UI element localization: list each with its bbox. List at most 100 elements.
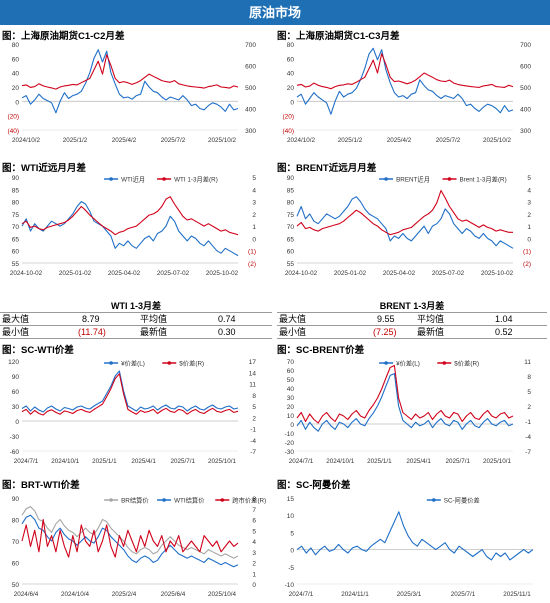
y-tick-label: (40) xyxy=(282,128,294,135)
legend-marker xyxy=(109,177,113,181)
y2-tick-label: 5 xyxy=(252,404,256,411)
chart-sc-brent-spread: 70 60 50 40 30 20 10 0 -10 -20 -30 11 8 5 2 -1 -4 -7 2024/… xyxy=(285,359,532,466)
legend-marker xyxy=(109,361,113,365)
chart-c1-c3-spread: 80 60 40 20 0 (20) (40) 700 600 500 400 300 2024/10/… xyxy=(282,42,531,144)
y-tick-label: 10 xyxy=(287,513,295,520)
y2-tick-label: -4 xyxy=(250,438,256,445)
stats-wti-row-2: 最小值 (11.74) 最新值 0.30 xyxy=(0,326,272,339)
y2-tick-label: 11 xyxy=(249,382,256,389)
x-tick-label: 2025-10-02 xyxy=(481,270,514,277)
y-tick-label: 30 xyxy=(287,395,295,402)
y-tick-label: 40 xyxy=(12,71,20,78)
x-tick-label: 2025/10/1 xyxy=(483,458,512,465)
y-tick-label: 40 xyxy=(287,71,295,78)
y-tick-label: 5 xyxy=(290,530,294,537)
max-label: 最大值 xyxy=(279,314,307,324)
x-tick-label: 2025/10/4 xyxy=(208,591,237,598)
y2-tick-label: 6 xyxy=(252,518,256,525)
stats-wti-row-1: 最大值 8.79 平均值 0.74 xyxy=(0,313,272,326)
y2-tick-label: 2 xyxy=(252,212,256,219)
series-line-SC-阿曼价差 xyxy=(296,511,534,561)
y-tick-label: (20) xyxy=(282,114,294,121)
y-tick-label: -60 xyxy=(10,449,20,456)
legend-marker xyxy=(109,498,113,502)
y-tick-label: 30 xyxy=(12,404,20,411)
y-tick-label: -20 xyxy=(285,440,295,447)
y-tick-label: 60 xyxy=(12,389,20,396)
legend-label: ¥价差(L) xyxy=(121,359,145,368)
avg-label: 平均值 xyxy=(417,314,445,324)
x-tick-label: 2025-01-02 xyxy=(334,270,367,277)
y2-tick-label: (2) xyxy=(523,261,531,268)
max-label: 最大值 xyxy=(2,314,30,324)
y2-tick-label: (1) xyxy=(523,249,531,256)
legend-label: SC-阿曼价差 xyxy=(444,496,480,505)
y2-tick-label: 3 xyxy=(252,200,256,207)
legend-marker xyxy=(162,177,166,181)
y-tick-label: 80 xyxy=(12,518,20,525)
x-tick-label: 2025-07-02 xyxy=(432,270,465,277)
x-tick-label: 2025/7/1 xyxy=(451,591,476,598)
y-tick-label: 90 xyxy=(287,175,295,182)
y2-tick-label: 4 xyxy=(252,187,256,194)
y-tick-label: 60 xyxy=(12,56,20,63)
y-tick-label: 120 xyxy=(8,359,19,366)
y-tick-label: -30 xyxy=(10,434,20,441)
y-tick-label: (40) xyxy=(7,128,19,135)
x-tick-label: 2025/1/2 xyxy=(338,137,363,144)
y2-tick-label: 8 xyxy=(252,393,256,400)
legend-label: BR结算价 xyxy=(121,496,149,505)
panel-title-p6: 图：SC-BRENT价差 xyxy=(277,345,365,356)
x-tick-label: 2025/1/1 xyxy=(92,458,117,465)
latest-value: 0.30 xyxy=(218,327,236,337)
chart-brt-wti-spread: 90 80 70 60 50 8 7 6 5 4 3 2 1 0 2024/6/4 2024/10/4 2025… xyxy=(12,496,266,599)
x-tick-label: 2024-10-02 xyxy=(10,270,43,277)
x-tick-label: 2024/10/2 xyxy=(12,137,41,144)
y2-tick-label: 5 xyxy=(527,175,531,182)
y2-tick-label: 600 xyxy=(245,64,256,71)
y-tick-label: 90 xyxy=(12,496,20,503)
y-tick-label: 80 xyxy=(12,200,20,207)
x-tick-label: 2025/2/4 xyxy=(112,591,137,598)
y2-tick-label: 14 xyxy=(249,370,257,377)
y-tick-label: 50 xyxy=(287,377,295,384)
x-tick-label: 2024-10-02 xyxy=(285,270,318,277)
y2-tick-label: -7 xyxy=(525,449,531,456)
y2-tick-label: -1 xyxy=(525,419,531,426)
y2-tick-label: 400 xyxy=(520,107,531,114)
y-tick-label: 0 xyxy=(290,422,294,429)
min-label: 最小值 xyxy=(279,327,307,337)
y2-tick-label: 0 xyxy=(252,236,256,243)
y2-tick-label: (1) xyxy=(248,249,256,256)
y-tick-label: 0 xyxy=(15,419,19,426)
y-tick-label: 0 xyxy=(15,99,19,106)
chart-sc-oman-spread: 15 10 5 0 -5 -10 2024/7/1 2024/11/1 2025/3/1 2025… xyxy=(285,496,534,598)
y2-tick-label: 4 xyxy=(527,187,531,194)
x-tick-label: 2024/7/1 xyxy=(14,458,39,465)
y2-tick-label: 1 xyxy=(252,571,256,578)
y2-tick-label: 8 xyxy=(527,374,531,381)
stats-wti-title: WTI 1-3月差 xyxy=(0,300,272,313)
panel-title-p1: 图：上海原油期货C1-C2月差 xyxy=(2,31,125,42)
panel-title-p8: 图：SC-阿曼价差 xyxy=(277,480,351,491)
x-tick-label: 2025/10/2 xyxy=(483,137,512,144)
y-tick-label: 60 xyxy=(12,561,20,568)
y-tick-label: 80 xyxy=(287,42,295,49)
y-tick-label: 40 xyxy=(287,386,295,393)
y-tick-label: -10 xyxy=(285,431,295,438)
y2-tick-label: 300 xyxy=(245,128,256,135)
legend-marker xyxy=(447,177,452,181)
y2-tick-label: 0 xyxy=(527,236,531,243)
y-tick-label: 70 xyxy=(287,359,295,366)
x-tick-label: 2024/10/1 xyxy=(326,458,355,465)
y-tick-label: 20 xyxy=(12,85,20,92)
x-tick-label: 2025/7/2 xyxy=(161,137,186,144)
y2-tick-label: 4 xyxy=(252,539,256,546)
avg-label: 平均值 xyxy=(140,314,168,324)
y2-tick-label: 1 xyxy=(527,224,531,231)
y2-tick-label: 5 xyxy=(252,528,256,535)
panel-title-p3: 图：WTI近远月月差 xyxy=(2,163,86,174)
y2-tick-label: 17 xyxy=(249,359,257,366)
series-line-¥价差(L) xyxy=(296,373,514,432)
